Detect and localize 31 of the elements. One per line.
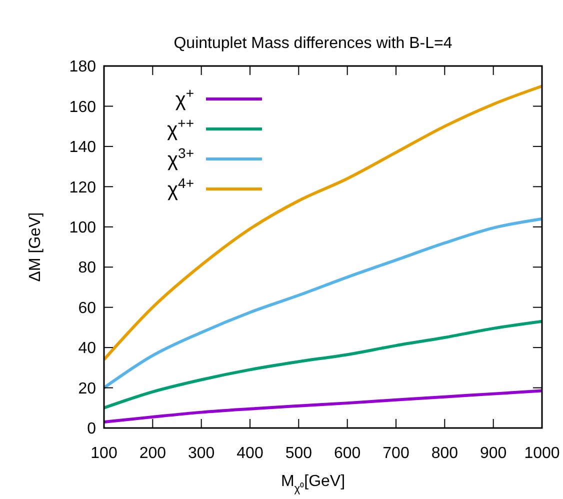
chart-title: Quintuplet Mass differences with B-L=4 xyxy=(174,35,452,52)
y-tick-label: 40 xyxy=(78,340,96,358)
y-tick-label: 120 xyxy=(69,179,96,196)
x-tick-label: 100 xyxy=(90,445,118,462)
y-tick-label: 160 xyxy=(69,98,96,116)
x-tick-label: 1000 xyxy=(524,445,560,462)
x-axis-title: M$_{χ⁰}$[GeV] xyxy=(280,473,346,495)
x-tick-label: 200 xyxy=(139,445,166,462)
y-tick-label: 60 xyxy=(78,300,96,317)
y-tick-label: 80 xyxy=(78,260,96,277)
y-tick-label: 180 xyxy=(69,58,96,76)
y-axis-title: ΔM [GeV] xyxy=(27,212,44,282)
line-series xyxy=(102,320,544,410)
x-tick-label: 600 xyxy=(334,445,361,462)
legend-label: χ$^{4+}$ xyxy=(168,175,194,201)
x-tick-label: 300 xyxy=(188,445,215,462)
y-tick-label: 20 xyxy=(78,380,96,398)
x-tick-label: 700 xyxy=(382,445,410,462)
legend-label: χ$^{+}$ xyxy=(175,85,194,111)
x-tick-label: 900 xyxy=(480,445,507,462)
line-series xyxy=(102,217,544,390)
line-series xyxy=(102,84,544,362)
line-series xyxy=(102,389,544,424)
legend-label: χ$^{3+}$ xyxy=(168,145,194,171)
y-tick-label: 140 xyxy=(69,139,96,156)
x-tick-label: 500 xyxy=(285,445,312,462)
y-tick-label: 0 xyxy=(87,420,96,438)
x-tick-label: 400 xyxy=(236,445,264,462)
x-tick-label: 800 xyxy=(431,445,458,462)
legend-label: χ$^{++}$ xyxy=(167,115,194,141)
y-tick-label: 100 xyxy=(69,219,96,236)
